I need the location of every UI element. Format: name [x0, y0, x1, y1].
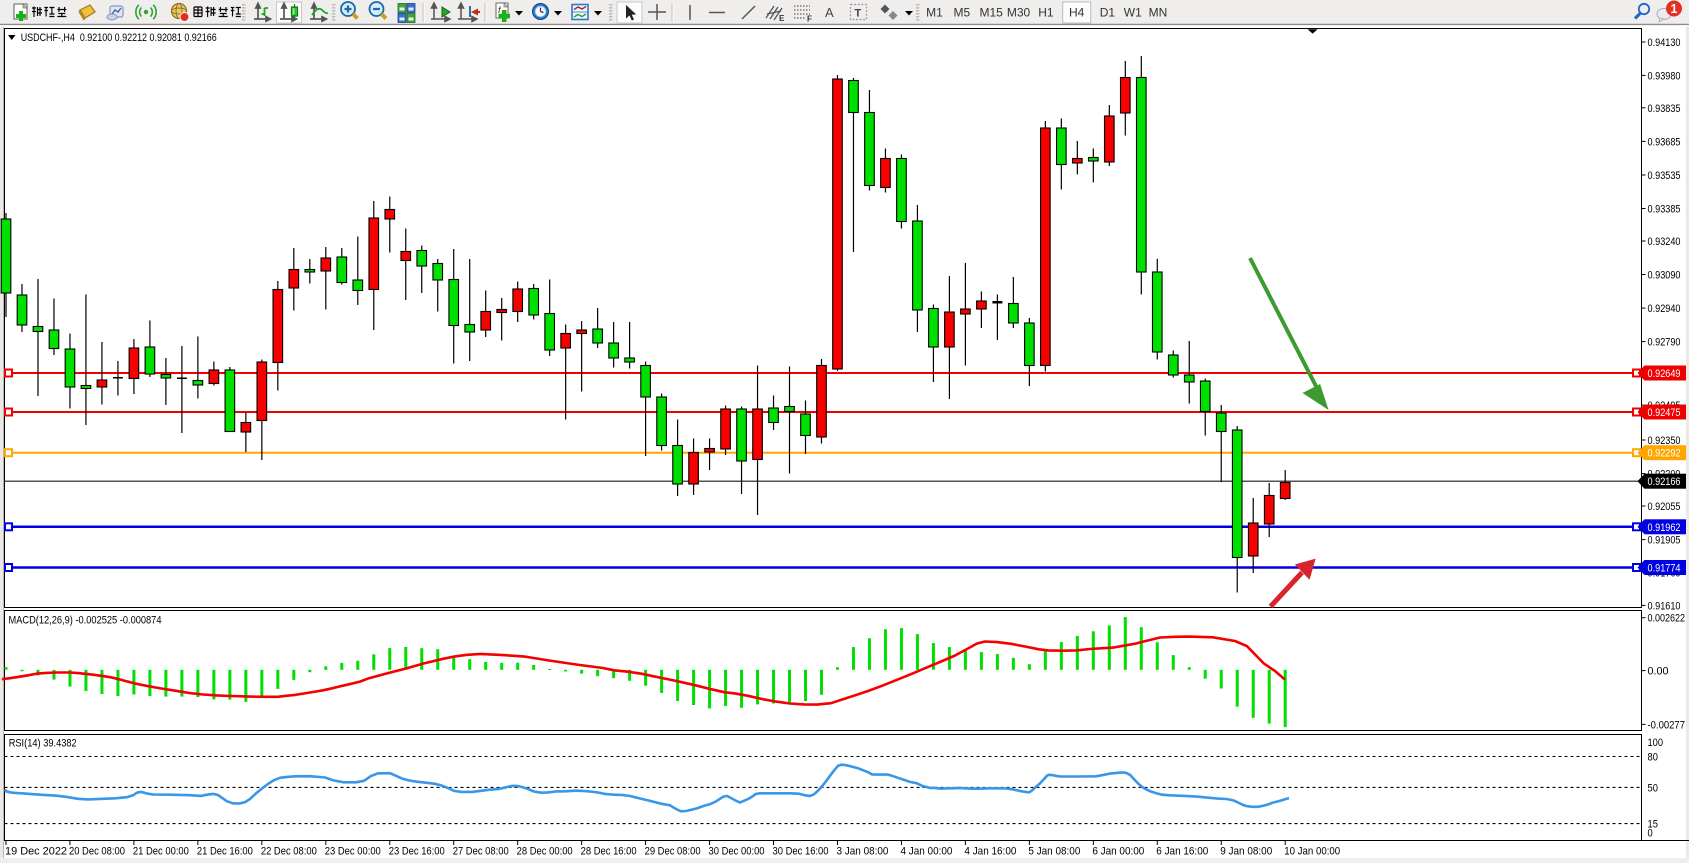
svg-text:50: 50 [1648, 782, 1658, 794]
svg-text:E: E [779, 14, 785, 23]
svg-text:0.92292: 0.92292 [1648, 448, 1681, 460]
svg-text:6 Jan 16:00: 6 Jan 16:00 [1156, 846, 1208, 858]
svg-text:0.91774: 0.91774 [1648, 563, 1681, 575]
svg-text:0.94130: 0.94130 [1648, 37, 1681, 49]
svg-text:0.92940: 0.92940 [1648, 303, 1681, 315]
svg-text:0.92350: 0.92350 [1648, 435, 1681, 447]
svg-text:21 Dec 00:00: 21 Dec 00:00 [133, 846, 189, 858]
svg-text:5 Jan 08:00: 5 Jan 08:00 [1028, 846, 1080, 858]
svg-text:0.93240: 0.93240 [1648, 236, 1681, 248]
svg-text:MN: MN [1149, 6, 1168, 20]
svg-text:H1: H1 [1038, 6, 1054, 20]
svg-text:3 Jan 08:00: 3 Jan 08:00 [836, 846, 888, 858]
svg-text:0.93090: 0.93090 [1648, 270, 1681, 282]
svg-text:0.92166: 0.92166 [1648, 476, 1681, 488]
svg-text:M1: M1 [926, 6, 943, 20]
svg-text:W1: W1 [1124, 6, 1142, 20]
svg-text:0.91610: 0.91610 [1648, 600, 1681, 612]
svg-text:22 Dec 08:00: 22 Dec 08:00 [261, 846, 317, 858]
svg-text:USDCHF-,H4 0.92100 0.92212 0.: USDCHF-,H4 0.92100 0.92212 0.92081 0.921… [21, 32, 217, 44]
svg-text:23 Dec 00:00: 23 Dec 00:00 [325, 846, 381, 858]
svg-text:20 Dec 08:00: 20 Dec 08:00 [69, 846, 125, 858]
svg-text:M5: M5 [953, 6, 970, 20]
svg-text:H4: H4 [1069, 6, 1085, 20]
svg-text:19 Dec 2022: 19 Dec 2022 [5, 846, 67, 858]
svg-text:21 Dec 16:00: 21 Dec 16:00 [197, 846, 253, 858]
svg-text:6 Jan 00:00: 6 Jan 00:00 [1092, 846, 1144, 858]
svg-text:100: 100 [1648, 737, 1664, 749]
svg-text:0: 0 [1648, 828, 1653, 840]
svg-text:0.93980: 0.93980 [1648, 70, 1681, 82]
svg-text:28 Dec 00:00: 28 Dec 00:00 [517, 846, 573, 858]
svg-text:0.91962: 0.91962 [1648, 522, 1681, 534]
svg-text:-0.00277: -0.00277 [1648, 719, 1686, 731]
svg-text:F: F [807, 15, 812, 24]
svg-text:29 Dec 08:00: 29 Dec 08:00 [645, 846, 701, 858]
svg-text:30 Dec 16:00: 30 Dec 16:00 [773, 846, 829, 858]
svg-text:A: A [825, 5, 834, 20]
svg-text:30 Dec 00:00: 30 Dec 00:00 [709, 846, 765, 858]
svg-text:1: 1 [1671, 2, 1678, 16]
svg-text:0.92055: 0.92055 [1648, 501, 1681, 513]
svg-text:28 Dec 16:00: 28 Dec 16:00 [581, 846, 637, 858]
svg-text:0.92475: 0.92475 [1648, 407, 1681, 419]
svg-text:0.93535: 0.93535 [1648, 170, 1681, 182]
svg-text:9 Jan 08:00: 9 Jan 08:00 [1220, 846, 1272, 858]
svg-text:0.92790: 0.92790 [1648, 337, 1681, 349]
svg-text:M15: M15 [980, 6, 1004, 20]
svg-text:RSI(14) 39.4382: RSI(14) 39.4382 [9, 738, 77, 750]
svg-text:15: 15 [1648, 819, 1658, 831]
svg-text:4 Jan 00:00: 4 Jan 00:00 [900, 846, 952, 858]
svg-text:23 Dec 16:00: 23 Dec 16:00 [389, 846, 445, 858]
svg-text:f: f [498, 5, 502, 15]
svg-text:0.93835: 0.93835 [1648, 103, 1681, 115]
svg-text:0.93385: 0.93385 [1648, 204, 1681, 216]
svg-text:0.002622: 0.002622 [1648, 613, 1686, 625]
svg-text:D1: D1 [1100, 6, 1116, 20]
svg-text:27 Dec 08:00: 27 Dec 08:00 [453, 846, 509, 858]
svg-text:0.93685: 0.93685 [1648, 136, 1681, 148]
svg-text:80: 80 [1648, 752, 1658, 764]
svg-text:T: T [855, 8, 862, 20]
svg-text:4 Jan 16:00: 4 Jan 16:00 [964, 846, 1016, 858]
svg-text:M30: M30 [1007, 6, 1031, 20]
svg-text:0.91905: 0.91905 [1648, 535, 1681, 547]
svg-text:0.92649: 0.92649 [1648, 368, 1681, 380]
svg-text:MACD(12,26,9) -0.002525 -0.000: MACD(12,26,9) -0.002525 -0.000874 [9, 615, 162, 627]
svg-text:0.00: 0.00 [1648, 666, 1669, 678]
svg-text:10 Jan 00:00: 10 Jan 00:00 [1284, 846, 1340, 858]
